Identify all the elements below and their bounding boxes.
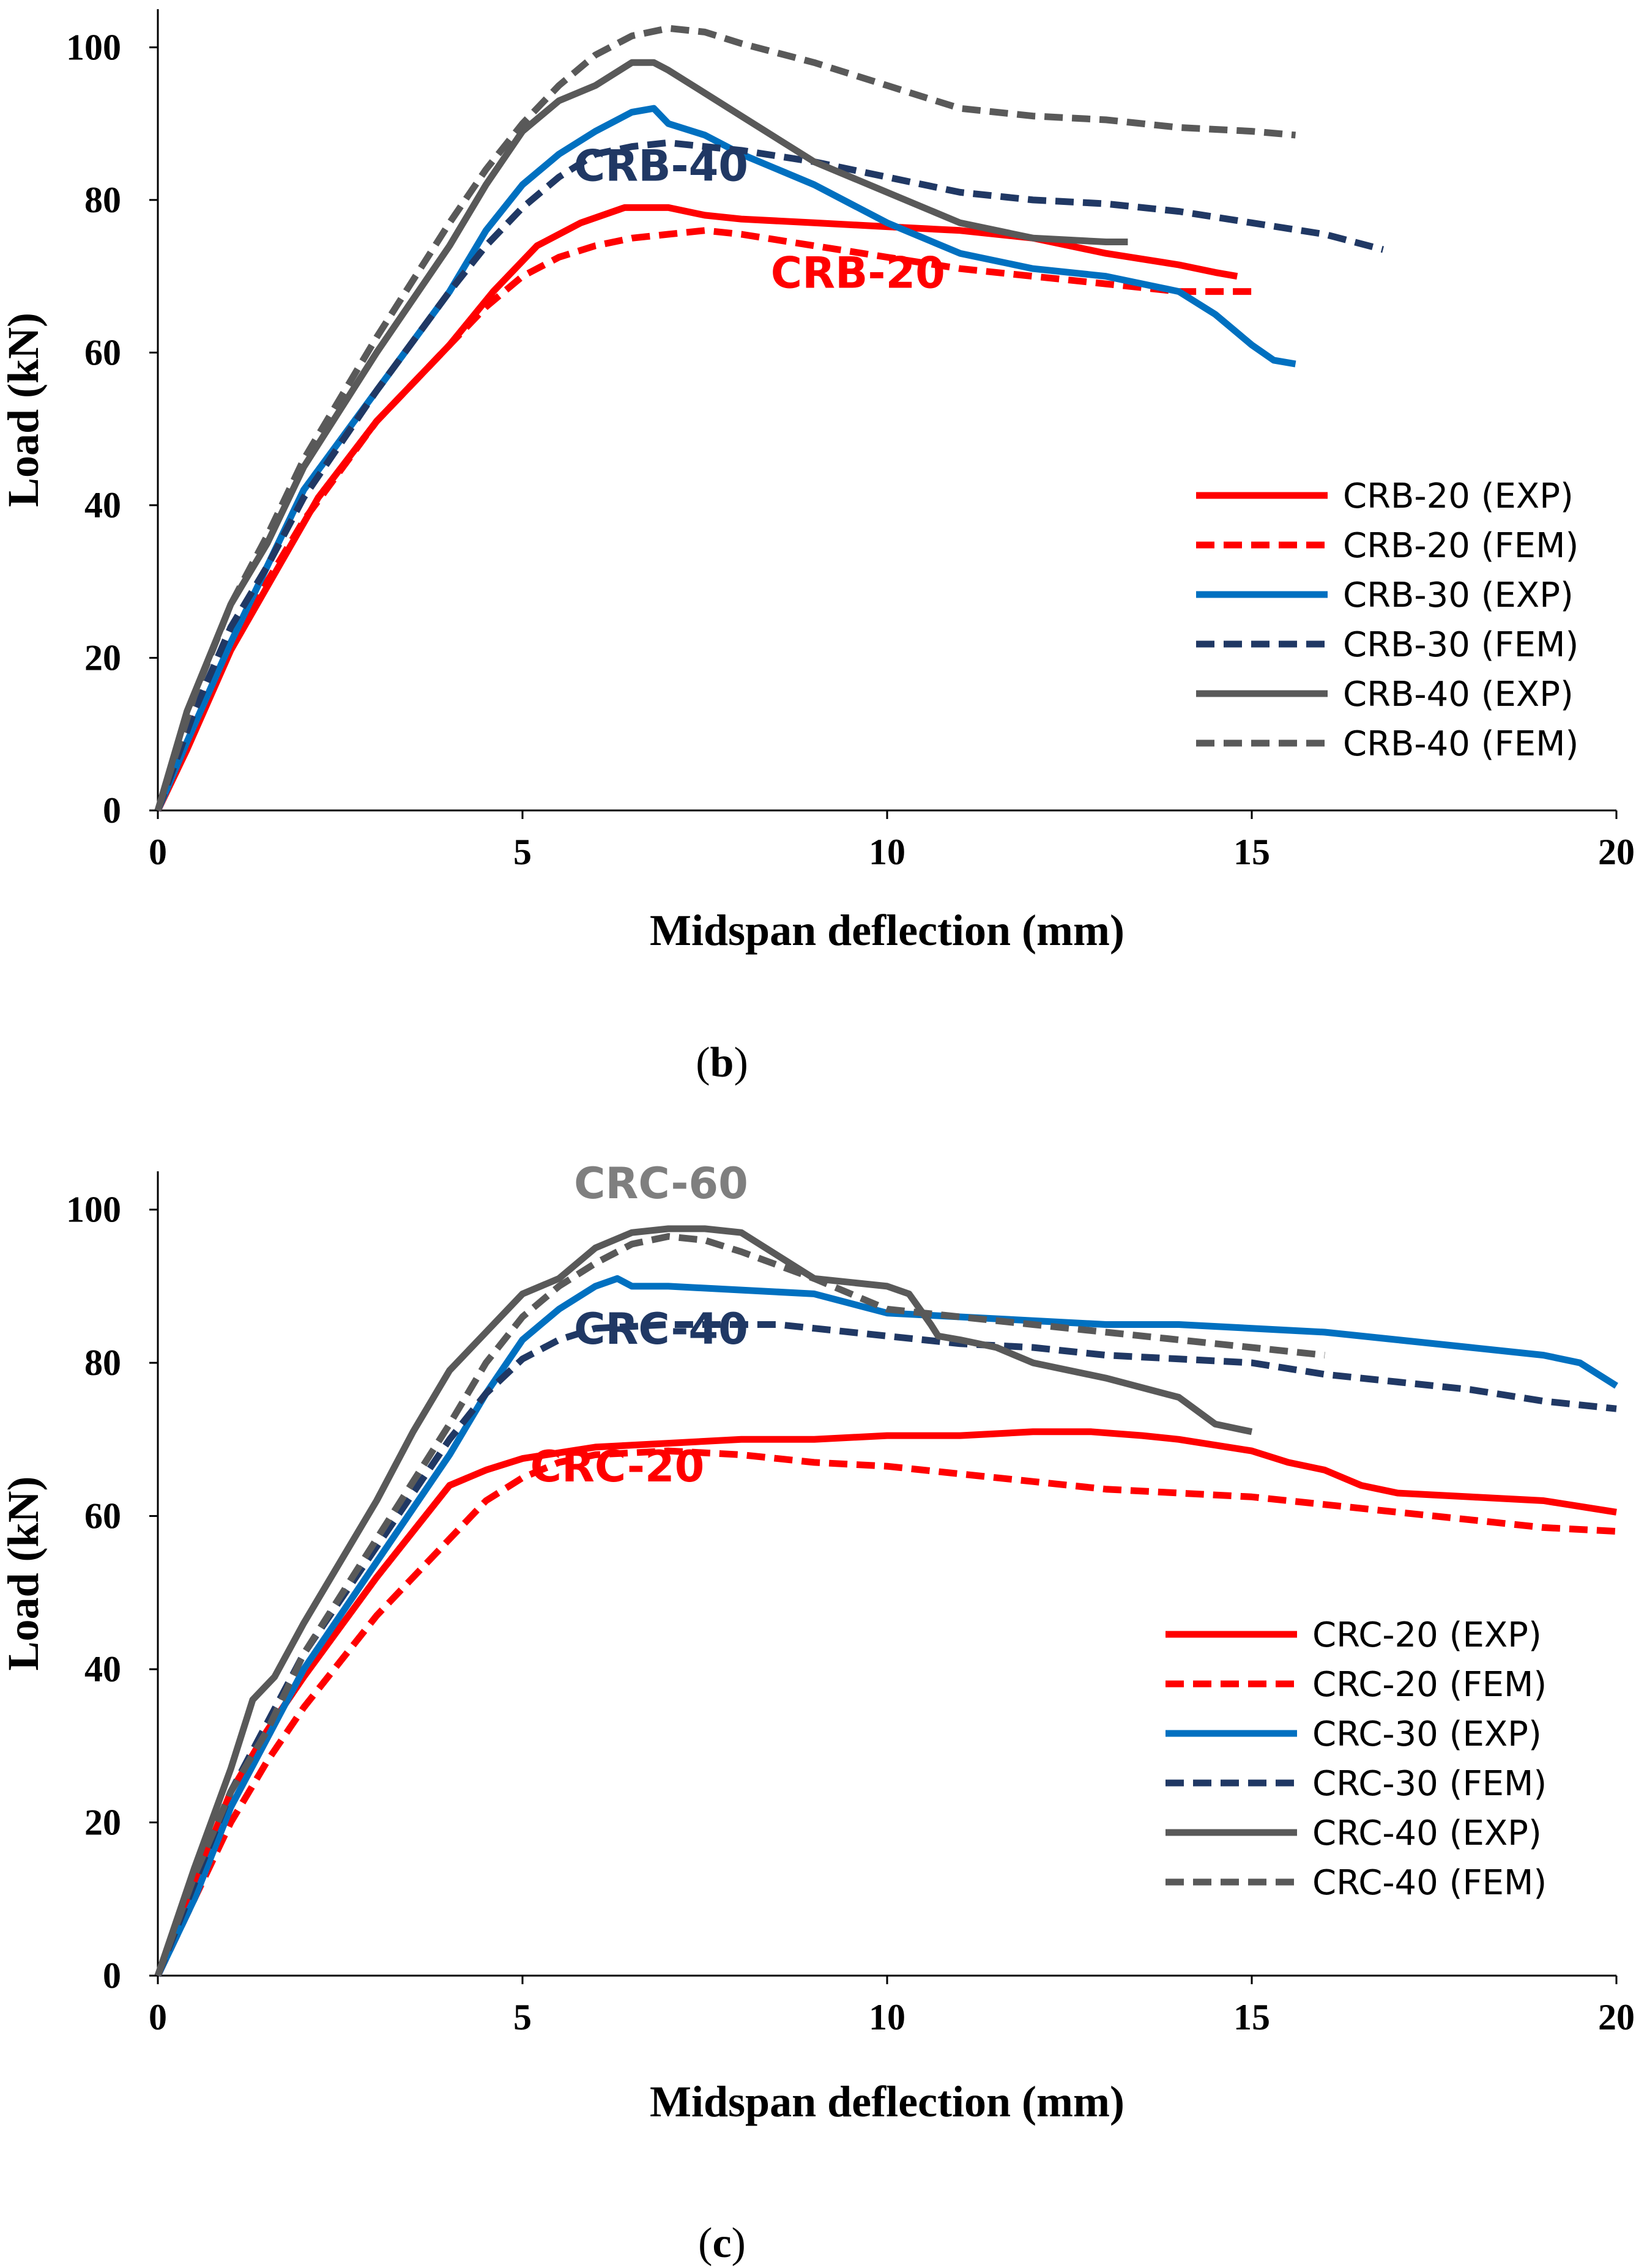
x-tick-label: 10 <box>869 832 905 872</box>
annotation-label: CRB-40 <box>574 141 748 191</box>
series-line-crb-40-fem <box>154 24 1296 812</box>
legend-entry: CRB-30 (FEM) <box>1343 625 1578 665</box>
annotation-label: CRC-60 <box>574 1158 748 1209</box>
figure-caption: (c) <box>698 2220 746 2267</box>
y-tick-label: 0 <box>103 1955 121 1996</box>
legend-entry: CRB-30 (EXP) <box>1343 576 1574 615</box>
x-tick-label: 0 <box>149 832 167 872</box>
legend-entry: CRC-40 (FEM) <box>1312 1863 1547 1903</box>
y-tick-label: 100 <box>66 1190 121 1230</box>
annotation-label: CRC-40 <box>574 1304 748 1354</box>
annotation-label: CRB-20 <box>771 248 945 298</box>
y-tick-label: 0 <box>103 790 121 831</box>
y-tick-label: 40 <box>84 485 121 525</box>
x-axis-label: Midspan deflection (mm) <box>650 906 1125 955</box>
series-line-crb-20-fem <box>154 227 1259 812</box>
figure-caption: (b) <box>696 1039 748 1086</box>
caption-open: ( <box>696 1039 710 1086</box>
legend-entry: CRC-30 (EXP) <box>1312 1714 1542 1754</box>
x-tick-label: 0 <box>149 1997 167 2037</box>
legend-entry: CRB-20 (EXP) <box>1343 476 1574 516</box>
series-line-crc-40-exp <box>154 1225 1253 1977</box>
x-tick-label: 15 <box>1233 832 1270 872</box>
y-axis-label: Load (kN) <box>0 1476 48 1670</box>
legend-entry: CRC-40 (EXP) <box>1312 1814 1542 1853</box>
series-line-crc-20-exp <box>154 1428 1617 1977</box>
x-tick-label: 5 <box>513 1997 532 2037</box>
x-tick-label: 20 <box>1598 832 1635 872</box>
legend-entry: CRC-30 (FEM) <box>1312 1764 1547 1804</box>
legend-entry: CRB-40 (FEM) <box>1343 724 1578 764</box>
caption-letter: b <box>710 1039 734 1086</box>
annotation-label: CRB-60 <box>589 0 763 8</box>
y-tick-label: 20 <box>84 1803 121 1843</box>
y-tick-label: 60 <box>84 332 121 372</box>
series-line-crc-30-exp <box>155 1275 1618 1977</box>
legend-entry: CRB-20 (FEM) <box>1343 526 1578 566</box>
series-line-crb-30-fem <box>154 139 1384 812</box>
caption-close: ) <box>732 2220 746 2267</box>
y-axis-label: Load (kN) <box>0 313 48 507</box>
series-line-crb-30-exp <box>154 105 1296 812</box>
chart-b: 0 5 10 15 20 0 20 40 60 80 100 Midspan deflection (… <box>0 0 1635 1086</box>
caption-letter: c <box>712 2220 731 2267</box>
x-tick-label: 15 <box>1233 1997 1270 2037</box>
caption-close: ) <box>734 1039 748 1086</box>
x-tick-label: 20 <box>1598 1997 1635 2037</box>
caption-open: ( <box>698 2220 712 2267</box>
x-tick-label: 10 <box>869 1997 905 2037</box>
y-tick-label: 40 <box>84 1649 121 1689</box>
y-tick-label: 100 <box>66 27 121 67</box>
legend-entry: CRB-40 (EXP) <box>1343 675 1574 714</box>
series-line-crc-20-fem <box>155 1447 1617 1977</box>
legend: CRC-20 (EXP) CRC-20 (FEM) CRC-30 (EXP) CRC-… <box>1166 1615 1547 1903</box>
x-tick-label: 5 <box>513 832 532 872</box>
legend-entry: CRC-20 (EXP) <box>1312 1615 1542 1655</box>
legend-entry: CRC-20 (FEM) <box>1312 1665 1547 1705</box>
y-tick-label: 60 <box>84 1496 121 1536</box>
series-line-crc-40-fem <box>154 1233 1325 1977</box>
chart-c: 0 5 10 15 20 0 20 40 60 80 100 Midspan deflection (… <box>0 1158 1635 2267</box>
y-tick-label: 20 <box>84 637 121 678</box>
series-line-crb-20-exp <box>155 204 1238 812</box>
x-axis-label: Midspan deflection (mm) <box>650 2077 1125 2126</box>
annotation-label: CRC-20 <box>530 1442 705 1492</box>
legend: CRB-20 (EXP) CRB-20 (FEM) CRB-30 (EXP) CRB-… <box>1196 476 1578 764</box>
y-tick-label: 80 <box>84 180 121 220</box>
y-tick-label: 80 <box>84 1343 121 1383</box>
